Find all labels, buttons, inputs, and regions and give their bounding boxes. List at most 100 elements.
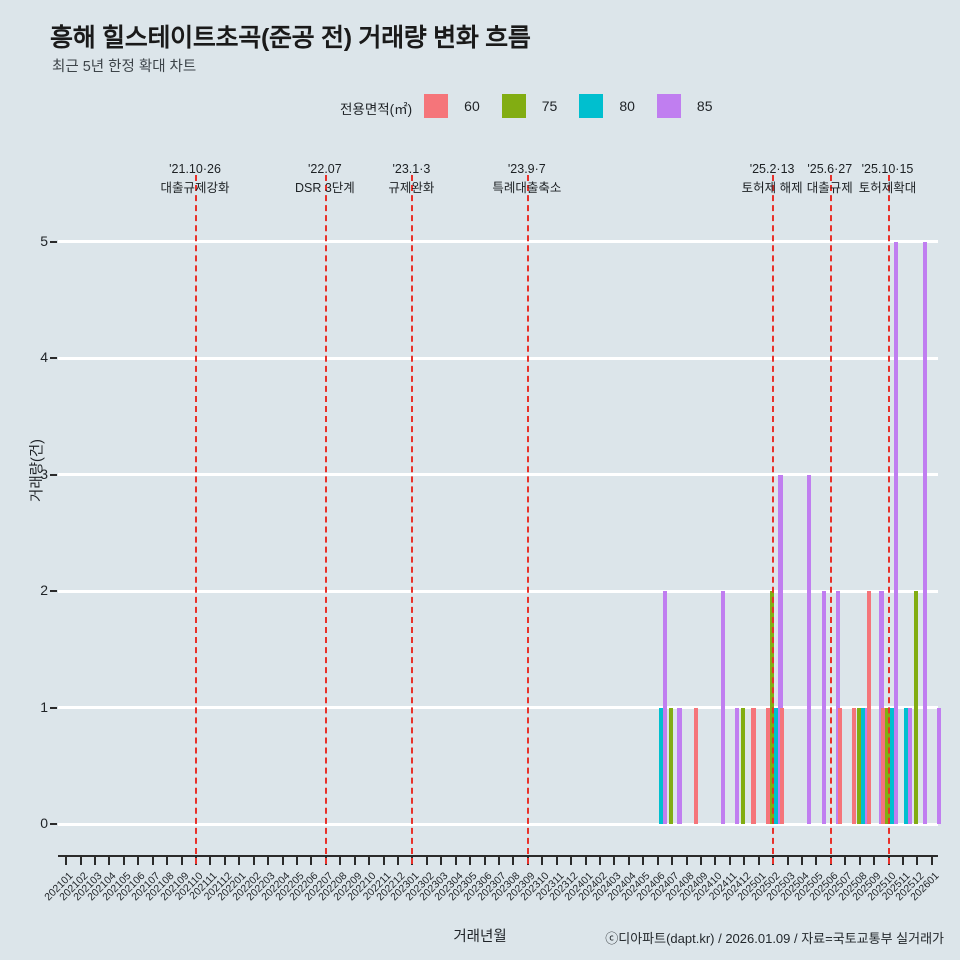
x-tick-mark-202103 bbox=[94, 857, 97, 865]
y-axis-title: 거래량(건) bbox=[29, 438, 46, 503]
x-tick-mark-202208 bbox=[339, 857, 342, 865]
x-tick-mark-202101 bbox=[65, 857, 68, 865]
page-title: 흥해 힐스테이트초곡(준공 전) 거래량 변화 흐름 bbox=[50, 24, 531, 52]
bar-202406-85[interactable] bbox=[662, 591, 668, 824]
x-tick-mark-202311 bbox=[555, 857, 558, 865]
bar-202509-60[interactable] bbox=[866, 591, 871, 824]
x-tick-mark-202507 bbox=[844, 857, 847, 865]
bar-202502-75[interactable] bbox=[769, 591, 775, 824]
x-tick-mark-202503 bbox=[786, 857, 789, 865]
x-tick-mark-202308 bbox=[512, 857, 515, 865]
event-label-202309: '23.9·7 특례대출축소 bbox=[457, 160, 597, 199]
legend-label-80: 80 bbox=[619, 98, 635, 114]
bar-202507-60[interactable] bbox=[837, 707, 843, 824]
bar-202411-85[interactable] bbox=[735, 707, 740, 824]
bar-202511-80[interactable] bbox=[903, 707, 909, 824]
bar-202509-85[interactable] bbox=[879, 591, 884, 824]
x-tick-mark-202206 bbox=[310, 857, 313, 865]
bar-202512-75[interactable] bbox=[914, 591, 919, 824]
x-tick-mark-202405 bbox=[642, 857, 645, 865]
x-tick-mark-202406 bbox=[656, 857, 659, 865]
bar-202601-85[interactable] bbox=[937, 707, 942, 824]
x-tick-mark-202403 bbox=[613, 857, 616, 865]
legend-item-60[interactable]: 60 bbox=[424, 94, 502, 118]
bar-202508-60[interactable] bbox=[852, 707, 857, 824]
bar-202506-85[interactable] bbox=[836, 591, 841, 824]
legend-swatch-80 bbox=[579, 94, 604, 118]
gridline-2 bbox=[58, 589, 938, 593]
event-line-202506 bbox=[829, 175, 832, 864]
bar-202407-85[interactable] bbox=[677, 707, 682, 824]
x-tick-mark-202401 bbox=[584, 857, 587, 865]
bar-202510-75[interactable] bbox=[885, 707, 890, 824]
gridline-3 bbox=[58, 473, 938, 477]
bar-202412-75[interactable] bbox=[741, 707, 746, 824]
event-date-202301: '23.1·3 bbox=[392, 162, 431, 176]
event-text-202207: DSR 3단계 bbox=[294, 181, 355, 196]
x-tick-mark-202203 bbox=[267, 857, 270, 865]
event-line-202207 bbox=[324, 175, 327, 864]
event-date-202502: '25.2·13 bbox=[749, 162, 795, 176]
bar-202508-80[interactable] bbox=[860, 707, 865, 824]
bar-202503-60[interactable] bbox=[780, 707, 785, 824]
x-tick-mark-202407 bbox=[671, 857, 674, 865]
x-tick-mark-202112 bbox=[223, 857, 226, 865]
legend-item-85[interactable]: 85 bbox=[656, 94, 735, 118]
x-tick-mark-202108 bbox=[166, 857, 169, 865]
x-tick-mark-202307 bbox=[498, 857, 500, 865]
y-tick-label-2: 2 bbox=[40, 582, 48, 599]
event-line-202301 bbox=[411, 175, 414, 864]
legend-items: 60 75 80 85 bbox=[424, 94, 734, 121]
gridline-1 bbox=[58, 706, 938, 710]
bar-202505-85[interactable] bbox=[821, 591, 826, 824]
bar-202502-85[interactable] bbox=[778, 474, 783, 824]
bar-202406-80[interactable] bbox=[658, 707, 663, 824]
x-tick-mark-202105 bbox=[122, 857, 125, 865]
y-tick-mark-5 bbox=[50, 240, 57, 243]
event-label-202207: '22.07 DSR 3단계 bbox=[255, 160, 395, 199]
bar-202409-60[interactable] bbox=[693, 707, 698, 824]
x-tick-mark-202509 bbox=[873, 857, 876, 865]
footer-credit: ⓒ디아파트(dapt.kr) / 2026.01.09 / 자료=국토교통부 실… bbox=[605, 931, 944, 946]
legend-swatch-75 bbox=[501, 94, 526, 118]
x-tick-mark-202109 bbox=[180, 857, 183, 865]
y-tick-mark-2 bbox=[50, 590, 57, 593]
y-tick-mark-3 bbox=[50, 473, 57, 476]
x-tick-mark-202601 bbox=[930, 857, 933, 865]
bar-202501-60[interactable] bbox=[751, 707, 756, 824]
bar-202510-85[interactable] bbox=[893, 241, 898, 824]
bar-202510-60[interactable] bbox=[881, 707, 886, 824]
x-tick-mark-202211 bbox=[382, 857, 385, 865]
x-tick-mark-202204 bbox=[281, 857, 284, 865]
x-tick-mark-202410 bbox=[714, 857, 717, 865]
y-tick-label-0: 0 bbox=[40, 815, 48, 831]
x-axis-line bbox=[58, 855, 938, 857]
bar-202510-80[interactable] bbox=[889, 707, 894, 824]
event-label-202502: '25.2·13 토허제 해제 bbox=[702, 160, 842, 199]
bar-202511-85[interactable] bbox=[908, 707, 913, 824]
x-tick-mark-202312 bbox=[570, 857, 573, 865]
bar-202504-85[interactable] bbox=[807, 474, 812, 824]
bar-202512-85[interactable] bbox=[922, 241, 927, 824]
legend-item-75[interactable]: 75 bbox=[501, 94, 580, 118]
event-text-202510: 토허제확대 bbox=[858, 181, 917, 196]
x-tick-mark-202404 bbox=[627, 857, 630, 865]
x-tick-mark-202104 bbox=[108, 857, 111, 865]
bar-202410-85[interactable] bbox=[720, 591, 725, 824]
x-tick-mark-202209 bbox=[353, 857, 356, 865]
event-text-202110: 대출규제강화 bbox=[160, 181, 230, 196]
page-subtitle: 최근 5년 한정 확대 차트 bbox=[52, 59, 197, 75]
event-date-202510: '25.10·15 bbox=[861, 162, 914, 176]
bar-202502-60[interactable] bbox=[765, 707, 770, 824]
bar-202502-80[interactable] bbox=[774, 707, 779, 824]
bar-202508-75[interactable] bbox=[856, 707, 861, 824]
y-tick-label-5: 5 bbox=[40, 232, 48, 249]
y-tick-label-4: 4 bbox=[40, 349, 48, 366]
x-tick-mark-202508 bbox=[858, 857, 861, 865]
legend-item-80[interactable]: 80 bbox=[579, 94, 657, 118]
x-tick-mark-202202 bbox=[252, 857, 255, 865]
y-tick-label-1: 1 bbox=[40, 698, 48, 715]
bar-202407-75[interactable] bbox=[668, 707, 674, 824]
x-tick-mark-202303 bbox=[440, 857, 443, 865]
x-tick-mark-202302 bbox=[425, 857, 428, 865]
